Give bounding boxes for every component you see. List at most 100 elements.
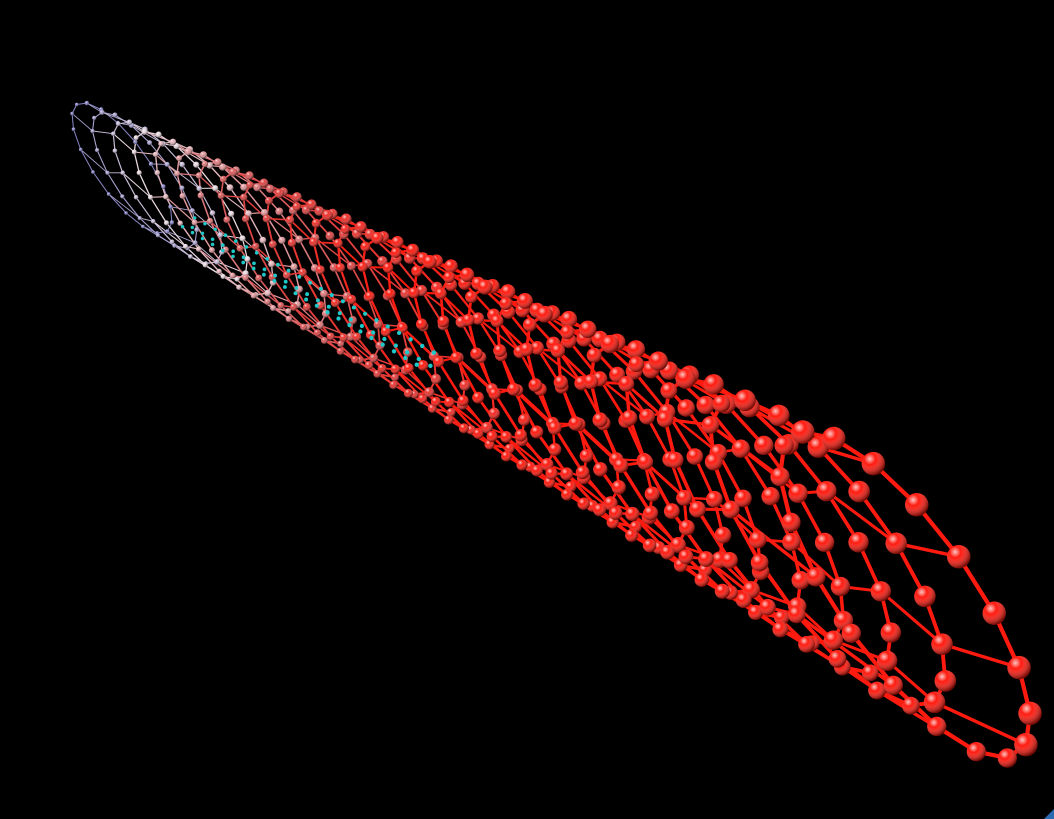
atom-shading [592, 412, 608, 428]
atom-shading [678, 519, 695, 536]
atom-shading [560, 310, 578, 328]
atom-shading [465, 290, 478, 304]
inner-atom [308, 280, 313, 285]
bond [598, 377, 649, 418]
bond [226, 218, 241, 250]
atom-shading [270, 305, 277, 311]
atom-shading [676, 490, 692, 506]
atom-shading [148, 194, 153, 200]
bond [73, 128, 82, 150]
atom-shading [712, 394, 731, 413]
atom-shading [553, 375, 568, 390]
atom-shading [325, 231, 335, 241]
bond [281, 239, 295, 268]
atom-shading [648, 351, 668, 371]
atom-shading [90, 128, 95, 134]
atom-shading [488, 387, 501, 400]
atom-shading [313, 329, 322, 337]
atom-shading [411, 265, 423, 277]
bond [454, 356, 480, 399]
atom-shading [223, 216, 231, 224]
atom-shading [731, 439, 750, 458]
atom-shading [550, 343, 566, 358]
atom-shading [798, 635, 815, 653]
atom-shading [848, 480, 870, 503]
atom-shading [782, 532, 801, 552]
resize-grip-icon[interactable] [1040, 805, 1054, 819]
atom-shading [346, 294, 357, 305]
atom-shading [522, 317, 537, 332]
bond [195, 164, 216, 189]
atom-shading [70, 111, 74, 116]
inner-atom [231, 254, 235, 259]
atom-shading [621, 410, 638, 426]
bond [269, 187, 294, 212]
bond [230, 213, 244, 240]
atom-shading [268, 260, 275, 268]
bond [149, 142, 168, 165]
bond [263, 211, 300, 241]
atom-shading [179, 161, 185, 168]
atom-shading [278, 236, 286, 244]
atom-shading [326, 332, 335, 341]
atom-shading [536, 305, 553, 323]
inner-atom [416, 356, 421, 362]
atom-shading [201, 160, 209, 168]
atom-shading [188, 254, 193, 259]
bond [292, 306, 319, 334]
bond [567, 339, 602, 381]
bond [507, 310, 539, 350]
atom-shading [262, 214, 271, 223]
atom-shading [486, 430, 498, 443]
atom-shading [561, 488, 573, 501]
atom-shading [92, 115, 97, 120]
bond [337, 242, 364, 268]
atom-shading [759, 598, 776, 616]
bond [291, 241, 304, 274]
atom-shading [470, 347, 483, 360]
bond [932, 700, 1028, 747]
atom-shading [228, 168, 238, 177]
atom-shading [446, 407, 456, 417]
atom-shading [147, 140, 153, 146]
atom-shading [292, 202, 301, 211]
bond [138, 172, 152, 198]
inner-atom [371, 330, 376, 335]
atom-shading [625, 528, 639, 542]
atom-shading [340, 213, 352, 225]
bond [301, 271, 337, 304]
bond [211, 249, 234, 277]
atom-shading [885, 532, 907, 555]
atom-shading [531, 464, 543, 477]
atom-shading [458, 423, 469, 434]
atom-shading [290, 263, 298, 271]
inner-atom [363, 311, 368, 316]
atom-shading [385, 288, 396, 300]
bond [176, 172, 200, 177]
atom-shading [274, 188, 285, 199]
bond [108, 193, 127, 214]
atom-shading [158, 140, 164, 147]
bond [695, 507, 732, 563]
atom-shading [608, 506, 623, 520]
atom-shading [644, 486, 660, 502]
atom-shading [578, 320, 597, 339]
bond [369, 333, 397, 371]
bond [645, 415, 672, 461]
atom-shading [1007, 655, 1031, 680]
atom-shading [389, 380, 398, 390]
atom-shading [112, 148, 118, 153]
atom-shading [172, 243, 177, 248]
atom-shading [481, 421, 493, 434]
bond [165, 196, 196, 224]
atom-shading [424, 387, 435, 398]
atom-shading [236, 284, 242, 290]
bond [125, 212, 144, 227]
inner-atom [318, 286, 323, 291]
atom-shading [400, 288, 411, 299]
bond [154, 153, 158, 174]
atom-shading [226, 184, 234, 191]
bond [333, 266, 348, 298]
atom-shading [934, 670, 957, 692]
